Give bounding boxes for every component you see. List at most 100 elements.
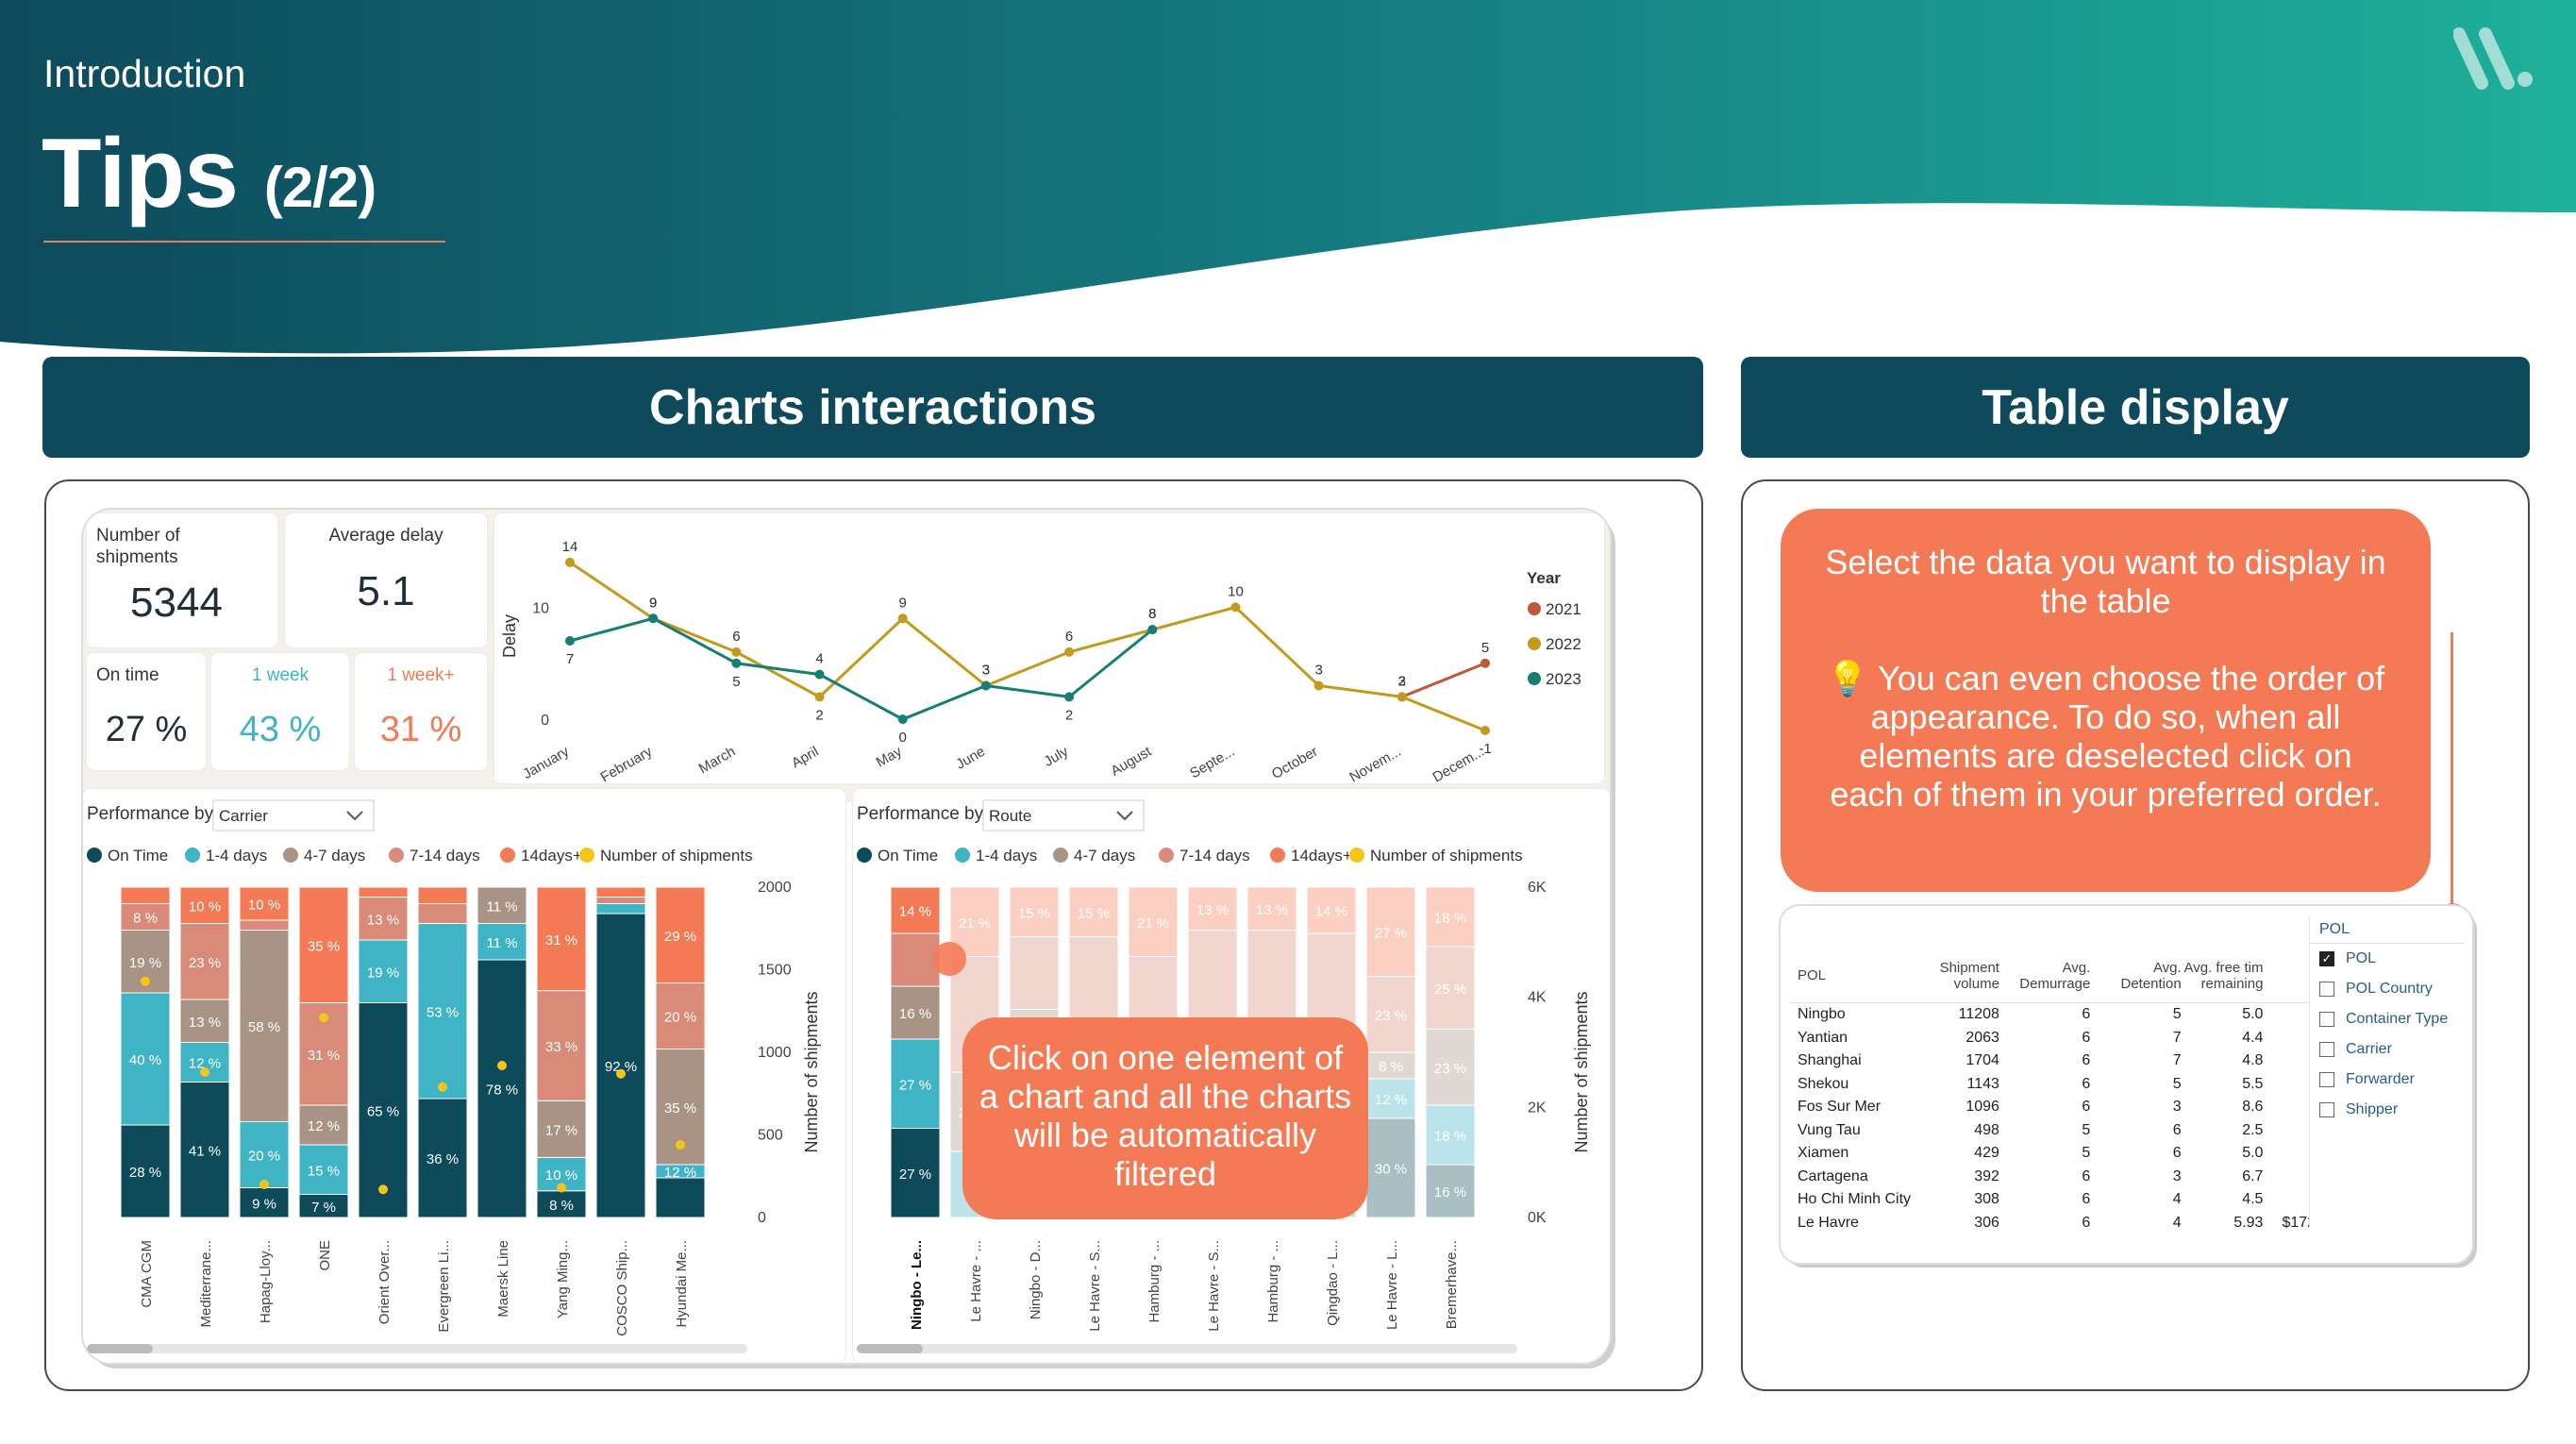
kpi-card-delay[interactable]: Average delay 5.1 bbox=[285, 513, 487, 647]
dropdown-value: Carrier bbox=[219, 807, 268, 825]
checkbox-icon[interactable] bbox=[2319, 1072, 2334, 1087]
table-row[interactable]: Fos Sur Mer 1096 6 3 8.6 bbox=[1790, 1096, 2318, 1119]
column-header[interactable]: Shipment volume bbox=[1939, 959, 1999, 992]
checkbox-icon[interactable] bbox=[2319, 1102, 2334, 1117]
legend-marker bbox=[87, 848, 102, 863]
table-row[interactable]: Vung Tau 498 5 6 2.5 bbox=[1790, 1119, 2318, 1143]
data-label: 12 % bbox=[189, 1056, 221, 1072]
shipment-marker bbox=[141, 976, 150, 986]
data-table[interactable]: POL Shipment volume Avg. Demurrage Avg. Det… bbox=[1790, 949, 2318, 1234]
data-label: 28 % bbox=[129, 1165, 161, 1181]
data-label: 31 % bbox=[308, 1048, 340, 1064]
table-cell: 1143 bbox=[1966, 1075, 1999, 1092]
bar-segment bbox=[1425, 886, 1476, 948]
y-axis-label: Delay bbox=[500, 614, 519, 658]
table-cell: Shanghai bbox=[1798, 1052, 1862, 1069]
field-option[interactable]: POL Country bbox=[2310, 974, 2465, 1004]
column-header[interactable]: POL bbox=[1798, 967, 1827, 983]
table-row[interactable]: Ningbo 11208 6 5 5.0 bbox=[1790, 1003, 2318, 1027]
field-option[interactable]: Carrier bbox=[2310, 1034, 2465, 1065]
table-cell: 308 bbox=[1974, 1191, 1999, 1208]
kpi-card-week[interactable]: 1 week 43 % bbox=[211, 653, 349, 770]
kpi-card-shipments[interactable]: Number of shipments 5344 bbox=[87, 513, 277, 647]
table-cell: 6 bbox=[2172, 1145, 2182, 1162]
line-chart-card[interactable]: Delay 0 10 January February March April May June… bbox=[494, 513, 1604, 783]
callout-tip: 💡 You can even choose the order of appea… bbox=[1826, 659, 2385, 814]
legend-label: On Time bbox=[878, 847, 938, 865]
bar-segment bbox=[239, 930, 290, 1122]
table-cell: 3 bbox=[2172, 1167, 2182, 1184]
table-row[interactable]: Yantian 2063 6 7 4.4 bbox=[1790, 1027, 2318, 1050]
data-label: 21 % bbox=[1137, 915, 1169, 932]
bar-segment bbox=[477, 886, 527, 924]
data-label: 58 % bbox=[248, 1019, 280, 1035]
legend-marker bbox=[1528, 637, 1541, 650]
bar-segment bbox=[655, 1177, 706, 1218]
kpi-card-weekplus[interactable]: 1 week+ 31 % bbox=[355, 653, 487, 770]
table-cell: 7 bbox=[2172, 1052, 2182, 1069]
legend-marker bbox=[955, 848, 970, 863]
data-label: 36 % bbox=[427, 1151, 459, 1167]
field-list[interactable]: POL ✓ POL POL Country Container Type Carrier F… bbox=[2309, 915, 2465, 1227]
carrier-chart-card[interactable]: Performance by Carrier On Time 1-4 days 4-7 … bbox=[83, 789, 845, 1363]
table-cell: $172 bbox=[2282, 1214, 2317, 1231]
table-cell: 8.6 bbox=[2242, 1099, 2264, 1116]
table-row[interactable]: Shekou 1143 6 5 5.5 bbox=[1790, 1073, 2318, 1097]
checkbox-icon[interactable] bbox=[2319, 1012, 2334, 1027]
data-label: 16 % bbox=[899, 1006, 931, 1022]
table-row[interactable]: Le Havre 306 6 4 5.93 $172 bbox=[1790, 1212, 2318, 1235]
table-row[interactable]: Xiamen 429 5 6 5.0 bbox=[1790, 1142, 2318, 1166]
data-point bbox=[648, 613, 659, 624]
data-label: 11 % bbox=[486, 935, 517, 951]
carrier-performance-chart[interactable]: Performance by Carrier On Time 1-4 days 4-7 … bbox=[83, 789, 845, 1363]
dropdown-value: Route bbox=[989, 807, 1031, 825]
data-label: 6 bbox=[732, 629, 740, 645]
data-label: 25 % bbox=[1434, 982, 1466, 998]
table-row[interactable]: Shanghai 1704 6 7 4.8 bbox=[1790, 1049, 2318, 1073]
legend-marker bbox=[1270, 848, 1285, 863]
field-option[interactable]: Shipper bbox=[2310, 1095, 2465, 1125]
data-label: 14 % bbox=[899, 904, 931, 920]
data-label: 9 % bbox=[252, 1196, 276, 1212]
bar-segment bbox=[417, 923, 468, 1100]
checkbox-icon[interactable]: ✓ bbox=[2319, 951, 2334, 966]
bar-segment bbox=[536, 886, 587, 992]
page-counter: (2/2) bbox=[263, 156, 376, 219]
legend-label: Number of shipments bbox=[1370, 847, 1523, 865]
checkbox-icon[interactable] bbox=[2319, 982, 2334, 997]
field-option[interactable]: Forwarder bbox=[2310, 1065, 2465, 1095]
table-cell: 6 bbox=[2172, 1121, 2182, 1138]
bar-segment bbox=[358, 1002, 409, 1218]
table-cell: 6 bbox=[2082, 1006, 2091, 1023]
checkbox-icon[interactable] bbox=[2319, 1042, 2334, 1057]
column-header[interactable]: Avg. free tim remaining bbox=[2183, 959, 2264, 992]
data-label: 53 % bbox=[427, 1004, 459, 1020]
table-cell: Ho Chi Minh City bbox=[1798, 1191, 1912, 1208]
table-cell: 6 bbox=[2082, 1099, 2091, 1116]
bar-segment bbox=[890, 1038, 941, 1129]
data-label: 9 bbox=[649, 595, 657, 611]
table-cell: 5 bbox=[2082, 1145, 2091, 1162]
table-row[interactable]: Cartagena 392 6 3 6.7 bbox=[1790, 1166, 2318, 1189]
lightbulb-icon: 💡 bbox=[1826, 659, 1869, 697]
column-header[interactable]: Avg. Demurrage bbox=[2019, 959, 2091, 992]
table-row[interactable]: Ho Chi Minh City 308 6 4 4.5 bbox=[1790, 1188, 2318, 1212]
field-option[interactable]: Container Type bbox=[2310, 1004, 2465, 1034]
table-cell: Shekou bbox=[1798, 1075, 1849, 1092]
delay-line-chart[interactable]: Delay 0 10 January February March April May June… bbox=[494, 513, 1604, 783]
series-line-2022 bbox=[569, 561, 1486, 732]
kpi-card-ontime[interactable]: On time 27 % bbox=[87, 653, 206, 770]
x-tick-label: August bbox=[1108, 743, 1155, 779]
kpi-value: 5344 bbox=[130, 579, 223, 626]
data-label: 19 % bbox=[129, 955, 161, 971]
field-option[interactable]: ✓ POL bbox=[2310, 944, 2465, 974]
table-cell: 5.93 bbox=[2233, 1214, 2264, 1231]
x-tick-label: Le Havre - L... bbox=[1384, 1240, 1400, 1330]
table-cell: 4.4 bbox=[2242, 1029, 2264, 1046]
bar-segment bbox=[358, 886, 409, 898]
data-label: 4 bbox=[815, 651, 823, 667]
bar-segment bbox=[417, 1098, 468, 1218]
data-label: 31 % bbox=[545, 932, 577, 949]
column-header[interactable]: Avg. Detention bbox=[2120, 959, 2182, 992]
data-point bbox=[897, 714, 908, 725]
